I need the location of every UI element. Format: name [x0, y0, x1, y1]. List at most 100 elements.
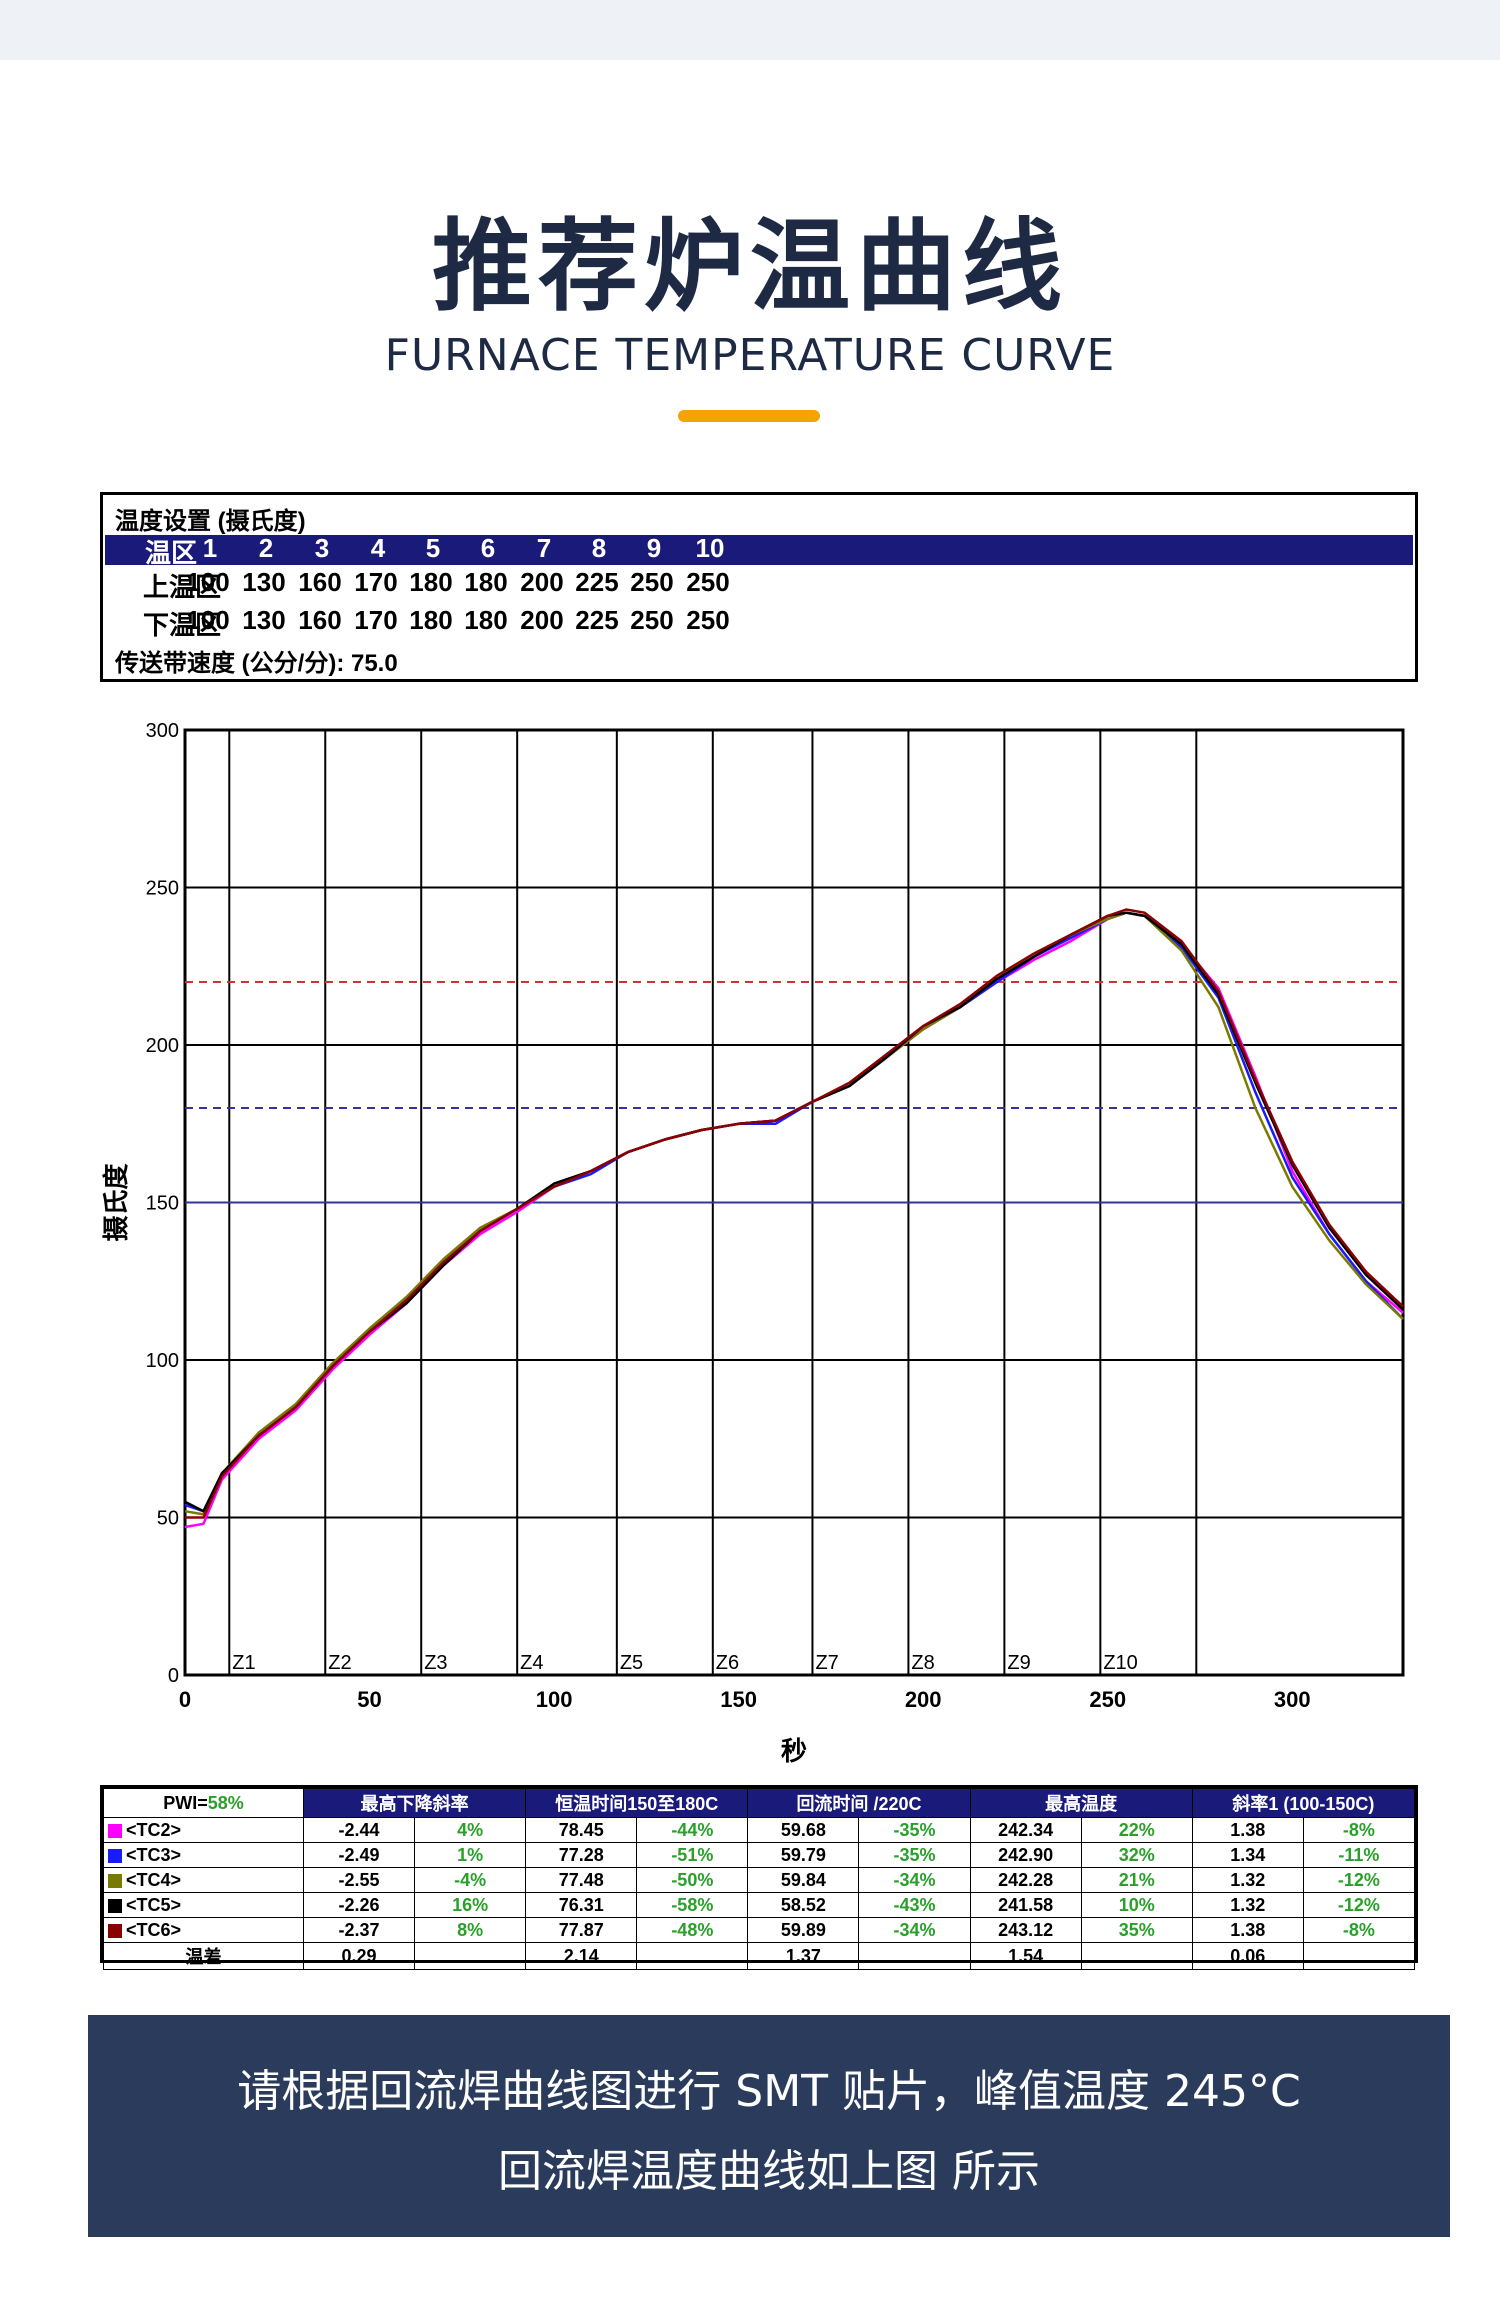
- header-max-fall-slope: 最高下降斜率: [302, 1788, 527, 1818]
- lower-zone-temp: 200: [520, 605, 564, 635]
- zone-label: Z6: [716, 1652, 739, 1674]
- x-tick-label: 50: [357, 1687, 381, 1712]
- x-tick-label: 150: [720, 1687, 757, 1712]
- x-axis-title: 秒: [781, 1737, 807, 1767]
- top-bar: [0, 0, 1500, 60]
- stats-value: 242.90: [969, 1842, 1082, 1868]
- diff-value: 0.29: [302, 1942, 416, 1970]
- stats-percent: -43%: [858, 1892, 971, 1918]
- stats-percent: 22%: [1080, 1817, 1193, 1843]
- pwi-value: 58%: [207, 1792, 244, 1813]
- y-tick-label: 100: [146, 1350, 179, 1372]
- stats-percent: -4%: [414, 1867, 527, 1893]
- lower-zone-temp: 100: [186, 605, 230, 635]
- settings-title: 温度设置 (摄氏度): [115, 508, 306, 535]
- stats-row: <TC3> -2.49 1% 77.28 -51% 59.79 -35% 242.90 32% 1…: [103, 1842, 1416, 1868]
- stats-value: -2.26: [302, 1892, 416, 1918]
- upper-zone-temp: 180: [464, 567, 508, 597]
- upper-zone-temp: 250: [686, 567, 730, 597]
- zone-header-bar: 温区 1 2 3 4 5 6 7 8 9 10: [105, 533, 1413, 568]
- stats-row: <TC4> -2.55 -4% 77.48 -50% 59.84 -34% 242.28 21%…: [103, 1867, 1416, 1893]
- tc-label: <TC2>: [126, 1819, 182, 1840]
- stats-value: 77.28: [525, 1842, 638, 1868]
- temperature-chart: 0 50 100 150 200 250 300 0 50 100 150 200 250 300 Z1 Z2…: [101, 720, 1405, 1767]
- lower-zone-temp: 250: [686, 605, 730, 635]
- series-swatch: [108, 1923, 122, 1938]
- tc-label: <TC4>: [126, 1869, 182, 1890]
- zone-number: 8: [591, 533, 607, 563]
- tc-label-cell: <TC4>: [103, 1867, 304, 1893]
- stats-value: 59.84: [747, 1867, 860, 1893]
- stats-value: 1.32: [1191, 1892, 1304, 1918]
- lower-zone-temp: 250: [630, 605, 674, 635]
- zone-label: Z7: [815, 1652, 838, 1674]
- y-tick-label: 50: [157, 1508, 179, 1530]
- stats-value: 1.34: [1191, 1842, 1304, 1868]
- header-soak-time: 恒温时间150至180C: [525, 1788, 749, 1818]
- stats-percent: 16%: [414, 1892, 527, 1918]
- footer-line-1: 请根据回流焊曲线图进行 SMT 贴片，峰值温度 245°C: [237, 2066, 1301, 2117]
- stats-percent: -34%: [858, 1867, 971, 1893]
- diff-value: 1.37: [747, 1942, 860, 1970]
- diff-value: 0.06: [1191, 1942, 1304, 1970]
- stats-value: 59.79: [747, 1842, 860, 1868]
- stats-row: <TC5> -2.26 16% 76.31 -58% 58.52 -43% 241.58 10%…: [103, 1892, 1416, 1918]
- diff-empty: [858, 1942, 971, 1970]
- temperature-settings-panel: 温度设置 (摄氏度) 温区 1 2 3 4 5 6 7 8 9 10 上温区 100 130 160 1…: [100, 492, 1418, 682]
- upper-zone-temp: 250: [630, 567, 674, 597]
- x-tick-label: 200: [905, 1687, 942, 1712]
- zone-number: 7: [536, 533, 552, 563]
- lower-zone-temp: 130: [242, 605, 286, 635]
- diff-value: 2.14: [525, 1942, 638, 1970]
- lower-zone-row: 下温区 100 130 160 170 180 180 200 225 250 250: [103, 605, 1415, 640]
- stats-percent: -51%: [636, 1842, 749, 1868]
- series-swatch: [108, 1848, 122, 1863]
- zone-label: Z5: [620, 1652, 643, 1674]
- zone-number: 5: [425, 533, 441, 563]
- stats-row: <TC2> -2.44 4% 78.45 -44% 59.68 -35% 242.34 22% 1…: [103, 1817, 1416, 1843]
- footer-banner: 请根据回流焊曲线图进行 SMT 贴片，峰值温度 245°C 回流焊温度曲线如上图…: [88, 2015, 1450, 2237]
- y-tick-label: 250: [146, 878, 179, 900]
- x-tick-label: 100: [536, 1687, 573, 1712]
- upper-zone-temp: 100: [186, 567, 230, 597]
- stats-value: 77.48: [525, 1867, 638, 1893]
- zone-number: 3: [314, 533, 330, 563]
- tc-label-cell: <TC6>: [103, 1917, 304, 1943]
- zone-label: Z4: [520, 1652, 543, 1674]
- zone-label: Z10: [1103, 1652, 1137, 1674]
- lower-zone-temp: 160: [298, 605, 342, 635]
- stats-value: -2.55: [302, 1867, 416, 1893]
- pwi-label: PWI=: [163, 1792, 208, 1813]
- stats-percent: -12%: [1302, 1892, 1416, 1918]
- upper-zone-label: 上温区: [143, 572, 222, 602]
- stats-percent: -8%: [1302, 1817, 1416, 1843]
- zone-number: 9: [646, 533, 662, 563]
- diff-empty: [636, 1942, 749, 1970]
- stats-value: 59.68: [747, 1817, 860, 1843]
- stats-value: 242.34: [969, 1817, 1082, 1843]
- stats-percent: 21%: [1080, 1867, 1193, 1893]
- stats-value: 1.38: [1191, 1917, 1304, 1943]
- stats-value: 243.12: [969, 1917, 1082, 1943]
- page-title: 推荐炉温曲线: [432, 208, 1068, 325]
- upper-zone-temp: 180: [409, 567, 453, 597]
- stats-value: 241.58: [969, 1892, 1082, 1918]
- upper-zone-row: 上温区 100 130 160 170 180 180 200 225 250 250: [103, 567, 1415, 602]
- diff-empty: [414, 1942, 527, 1970]
- stats-percent: -34%: [858, 1917, 971, 1943]
- header-slope1: 斜率1 (100-150C): [1191, 1788, 1416, 1818]
- stats-percent: -44%: [636, 1817, 749, 1843]
- x-tick-label: 250: [1089, 1687, 1126, 1712]
- zone-label: Z9: [1007, 1652, 1030, 1674]
- y-axis-title: 摄氏度: [101, 1163, 132, 1241]
- stats-percent: -48%: [636, 1917, 749, 1943]
- y-tick-label: 200: [146, 1035, 179, 1057]
- series-swatch: [108, 1823, 122, 1838]
- zone-label: Z3: [424, 1652, 447, 1674]
- stats-percent: 4%: [414, 1817, 527, 1843]
- zone-number: 2: [258, 533, 274, 563]
- stats-percent: -35%: [858, 1842, 971, 1868]
- upper-zone-temp: 225: [575, 567, 619, 597]
- stats-percent: -58%: [636, 1892, 749, 1918]
- tc-label-cell: <TC2>: [103, 1817, 304, 1843]
